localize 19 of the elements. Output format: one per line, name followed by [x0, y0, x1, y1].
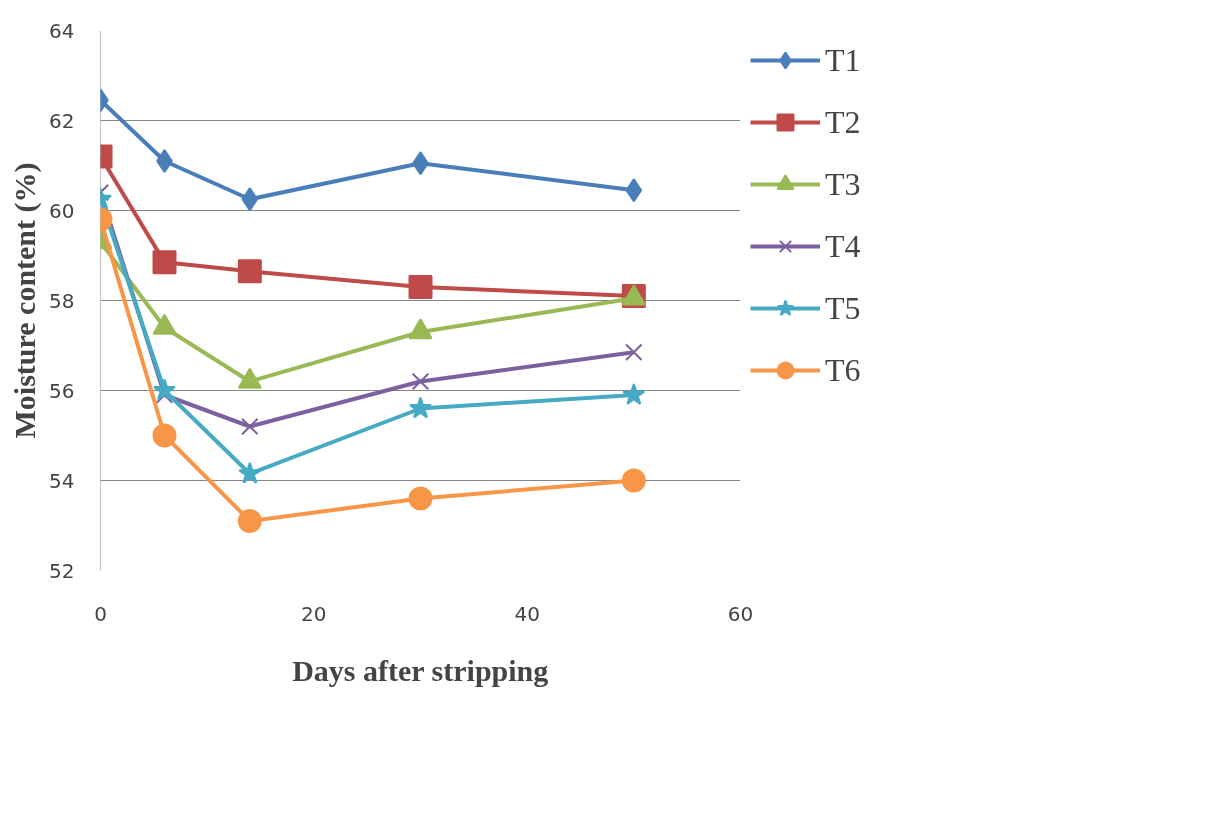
legend-label: T6	[825, 351, 861, 389]
y-tick-label: 64	[49, 18, 75, 43]
y-axis-title: Moisture content (%)	[8, 162, 43, 439]
x-tick-label: 0	[94, 601, 107, 626]
x-tick-label: 40	[514, 601, 540, 626]
x-axis-title: Days after stripping	[292, 653, 549, 687]
legend-label: T1	[825, 41, 861, 79]
y-tick-label: 54	[49, 468, 75, 493]
x-tick-label: 20	[301, 601, 327, 626]
legend-label: T2	[825, 103, 861, 141]
legend-label: T5	[825, 289, 861, 327]
x-tick-label: 60	[727, 601, 754, 626]
legend-label: T3	[825, 165, 861, 203]
y-tick-label: 62	[49, 108, 75, 133]
y-tick-label: 56	[49, 378, 75, 403]
y-tick-label: 60	[49, 198, 75, 223]
y-tick-label: 58	[49, 288, 75, 313]
legend-label: T4	[825, 227, 861, 265]
y-tick-label: 52	[49, 558, 75, 583]
